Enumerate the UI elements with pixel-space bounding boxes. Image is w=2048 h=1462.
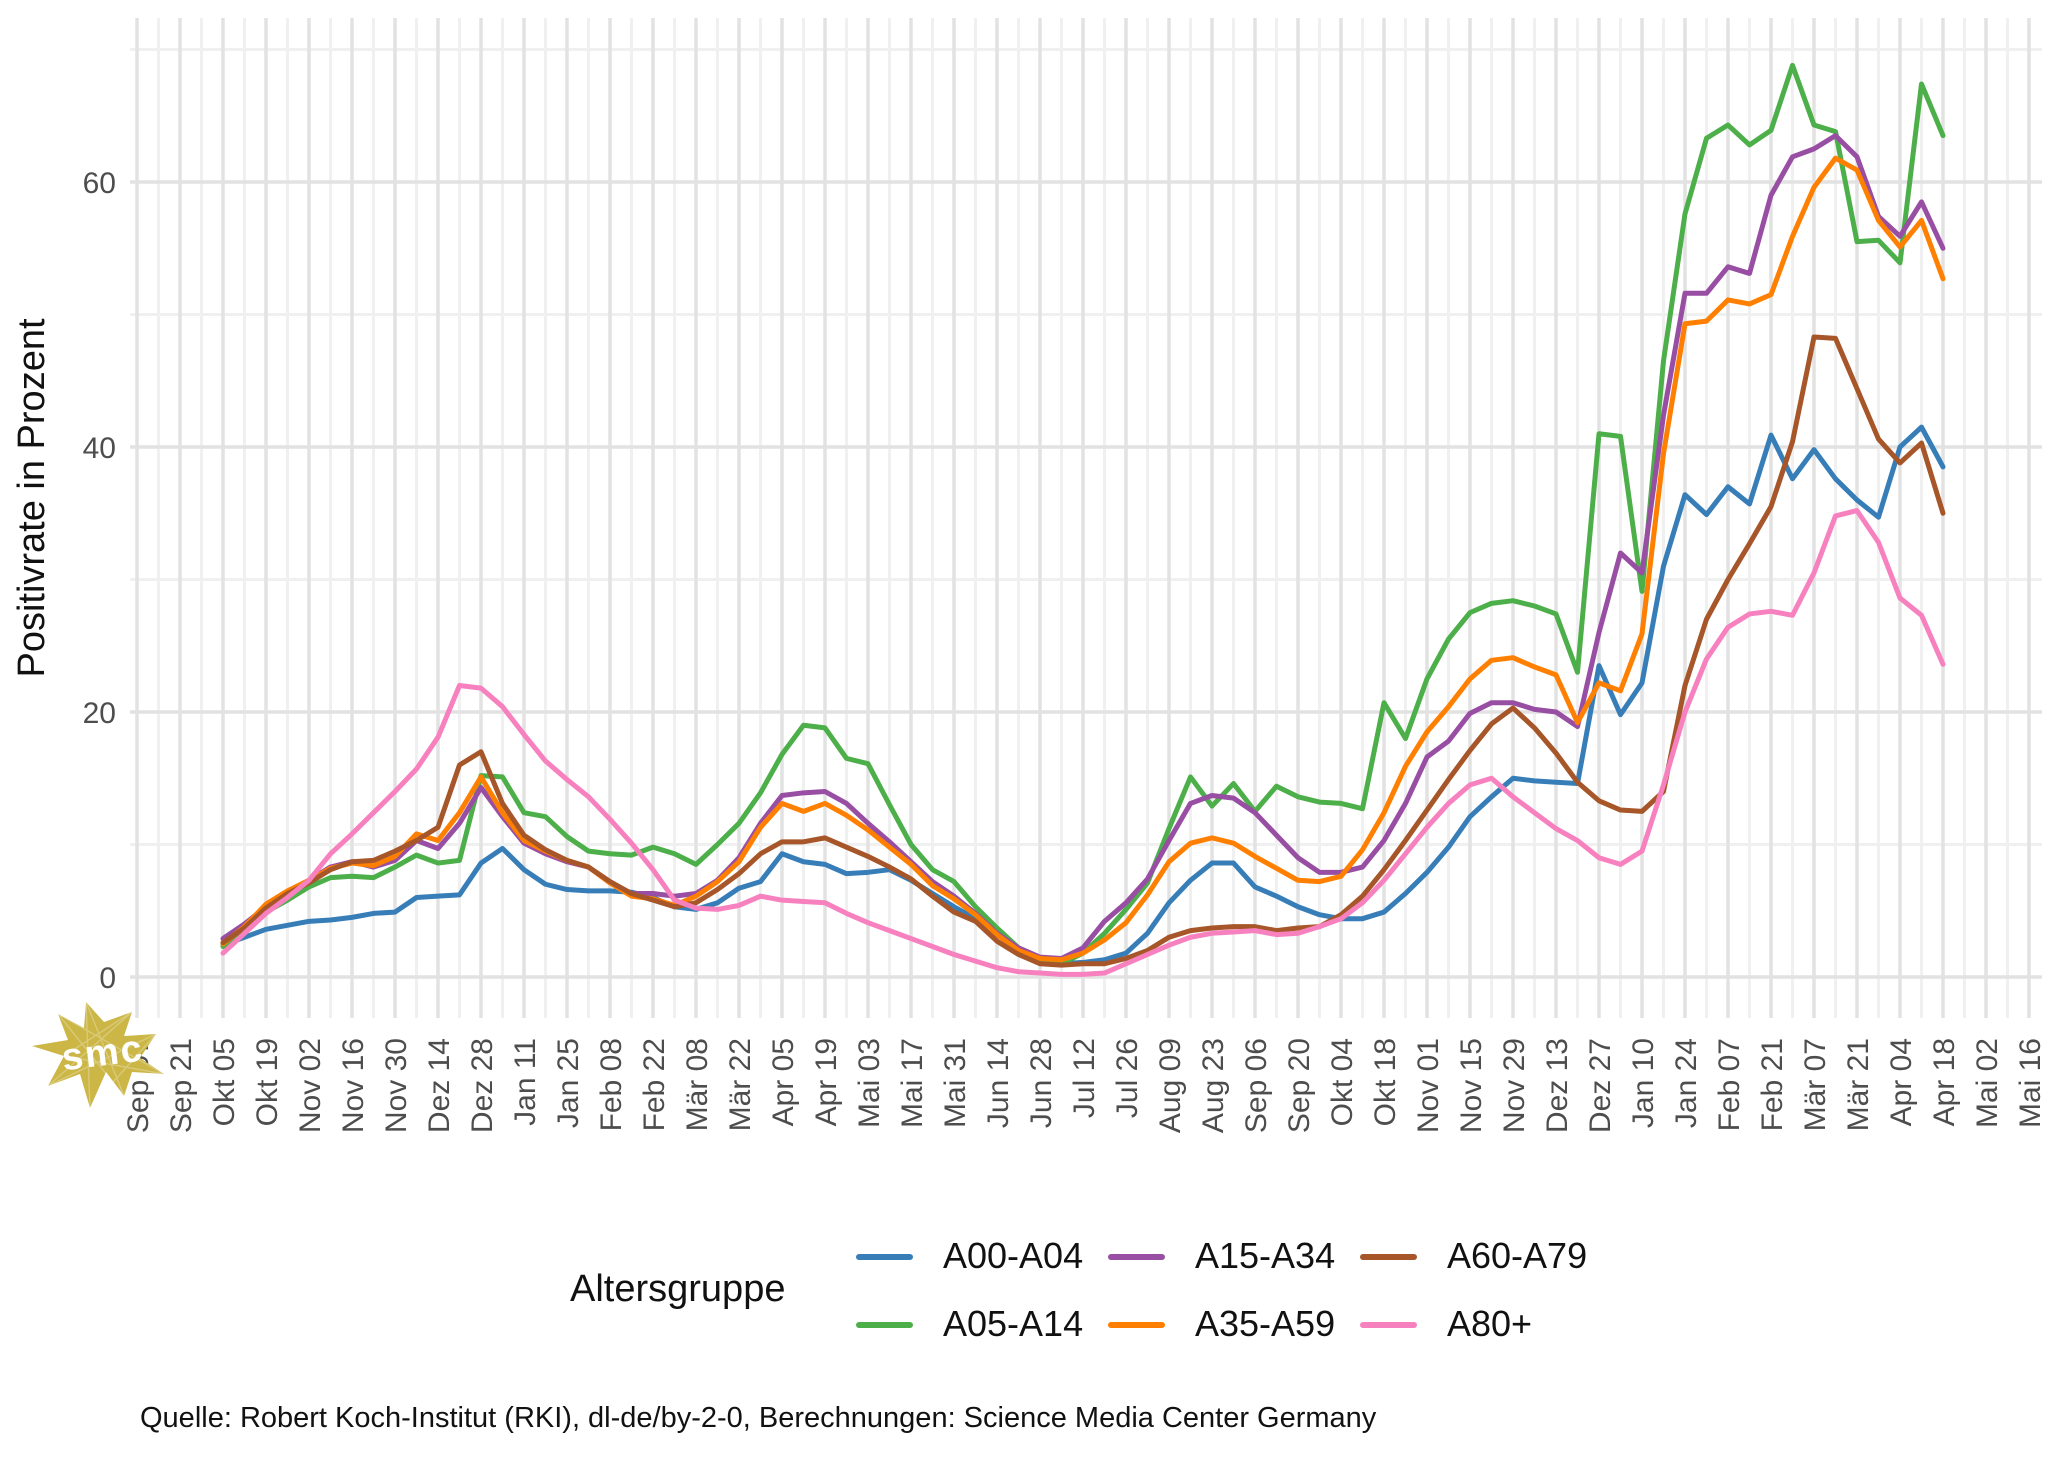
x-tick-label: Jan 24 bbox=[1670, 1038, 1703, 1128]
x-tick-label: Jul 26 bbox=[1111, 1038, 1144, 1118]
y-axis-title: Positivrate in Prozent bbox=[11, 318, 53, 677]
legend-title: Altersgruppe bbox=[570, 1268, 786, 1310]
series-line-A35-A59 bbox=[220, 155, 1946, 963]
x-tick-label: Mai 17 bbox=[896, 1038, 929, 1128]
legend-label-A15-A34: A15-A34 bbox=[1195, 1235, 1336, 1276]
x-tick-label: Nov 29 bbox=[1498, 1038, 1531, 1133]
legend-label-A80+: A80+ bbox=[1447, 1303, 1533, 1344]
smc-logo-text: smc bbox=[59, 1028, 146, 1080]
x-tick-label: Apr 18 bbox=[1928, 1038, 1961, 1126]
x-tick-label: Mai 16 bbox=[2014, 1038, 2047, 1128]
x-tick-label: Sep 06 bbox=[1240, 1038, 1273, 1133]
x-tick-label: Nov 30 bbox=[380, 1038, 413, 1133]
series-line-A60-A79 bbox=[220, 334, 1946, 968]
legend-label-A60-A79: A60-A79 bbox=[1447, 1235, 1588, 1276]
x-tick-label: Apr 05 bbox=[767, 1038, 800, 1126]
x-tick-label: Feb 08 bbox=[595, 1038, 628, 1131]
x-tick-label: Dez 14 bbox=[423, 1038, 456, 1133]
x-tick-label: Sep 20 bbox=[1283, 1038, 1316, 1133]
x-tick-label: Mär 21 bbox=[1842, 1038, 1875, 1131]
legend-key-line-A60-A79 bbox=[1360, 1254, 1417, 1260]
legend-key-line-A80+ bbox=[1360, 1322, 1417, 1328]
legend-label-A00-A04: A00-A04 bbox=[943, 1235, 1084, 1276]
legend-key-line-A05-A14 bbox=[856, 1322, 913, 1328]
x-tick-label: Okt 19 bbox=[251, 1038, 284, 1126]
legend-key-line-A00-A04 bbox=[856, 1254, 913, 1260]
x-tick-label: Okt 04 bbox=[1326, 1038, 1359, 1126]
x-tick-label: Jan 25 bbox=[552, 1038, 585, 1128]
source-caption: Quelle: Robert Koch-Institut (RKI), dl-d… bbox=[140, 1402, 1377, 1434]
x-tick-label: Jul 12 bbox=[1068, 1038, 1101, 1118]
x-tick-label: Dez 28 bbox=[466, 1038, 499, 1133]
x-tick-label: Apr 19 bbox=[810, 1038, 843, 1126]
x-tick-label: Mai 02 bbox=[1971, 1038, 2004, 1128]
x-tick-label: Dez 13 bbox=[1541, 1038, 1574, 1133]
x-tick-label: Jan 10 bbox=[1627, 1038, 1660, 1128]
x-tick-label: Feb 07 bbox=[1713, 1038, 1746, 1131]
smc-logo-watermark: smc bbox=[32, 1001, 165, 1110]
x-tick-label: Aug 23 bbox=[1197, 1038, 1230, 1133]
x-tick-label: Apr 04 bbox=[1885, 1038, 1918, 1126]
x-tick-label: Jun 14 bbox=[982, 1038, 1015, 1128]
x-tick-label: Dez 27 bbox=[1584, 1038, 1617, 1133]
x-tick-label: Mär 07 bbox=[1799, 1038, 1832, 1131]
y-tick-label: 40 bbox=[83, 432, 116, 465]
legend-label-A35-A59: A35-A59 bbox=[1195, 1303, 1336, 1344]
legend-key-line-A35-A59 bbox=[1108, 1322, 1165, 1328]
x-tick-label: Nov 16 bbox=[337, 1038, 370, 1133]
y-tick-label: 60 bbox=[83, 167, 116, 200]
x-tick-label: Mai 31 bbox=[939, 1038, 972, 1128]
x-tick-label: Mär 22 bbox=[724, 1038, 757, 1131]
y-tick-label: 0 bbox=[99, 962, 116, 995]
x-tick-label: Nov 15 bbox=[1455, 1038, 1488, 1133]
x-tick-label: Aug 09 bbox=[1154, 1038, 1187, 1133]
x-tick-label: Sep 21 bbox=[165, 1038, 198, 1133]
x-tick-label: Mär 08 bbox=[681, 1038, 714, 1131]
legend-label-A05-A14: A05-A14 bbox=[943, 1303, 1084, 1344]
x-tick-label: Feb 22 bbox=[638, 1038, 671, 1131]
smc-logo-star-shape bbox=[32, 1001, 165, 1110]
legend-key-line-A15-A34 bbox=[1108, 1254, 1165, 1260]
y-tick-label: 20 bbox=[83, 697, 116, 730]
x-tick-label: Nov 02 bbox=[294, 1038, 327, 1133]
x-tick-label: Okt 18 bbox=[1369, 1038, 1402, 1126]
x-tick-label: Jan 11 bbox=[509, 1038, 542, 1126]
x-tick-label: Feb 21 bbox=[1756, 1038, 1789, 1131]
series-line-A80+ bbox=[220, 508, 1946, 977]
x-tick-label: Jun 28 bbox=[1025, 1038, 1058, 1128]
x-tick-label: Mai 03 bbox=[853, 1038, 886, 1128]
x-tick-label: Nov 01 bbox=[1412, 1038, 1445, 1133]
x-tick-label: Okt 05 bbox=[208, 1038, 241, 1126]
